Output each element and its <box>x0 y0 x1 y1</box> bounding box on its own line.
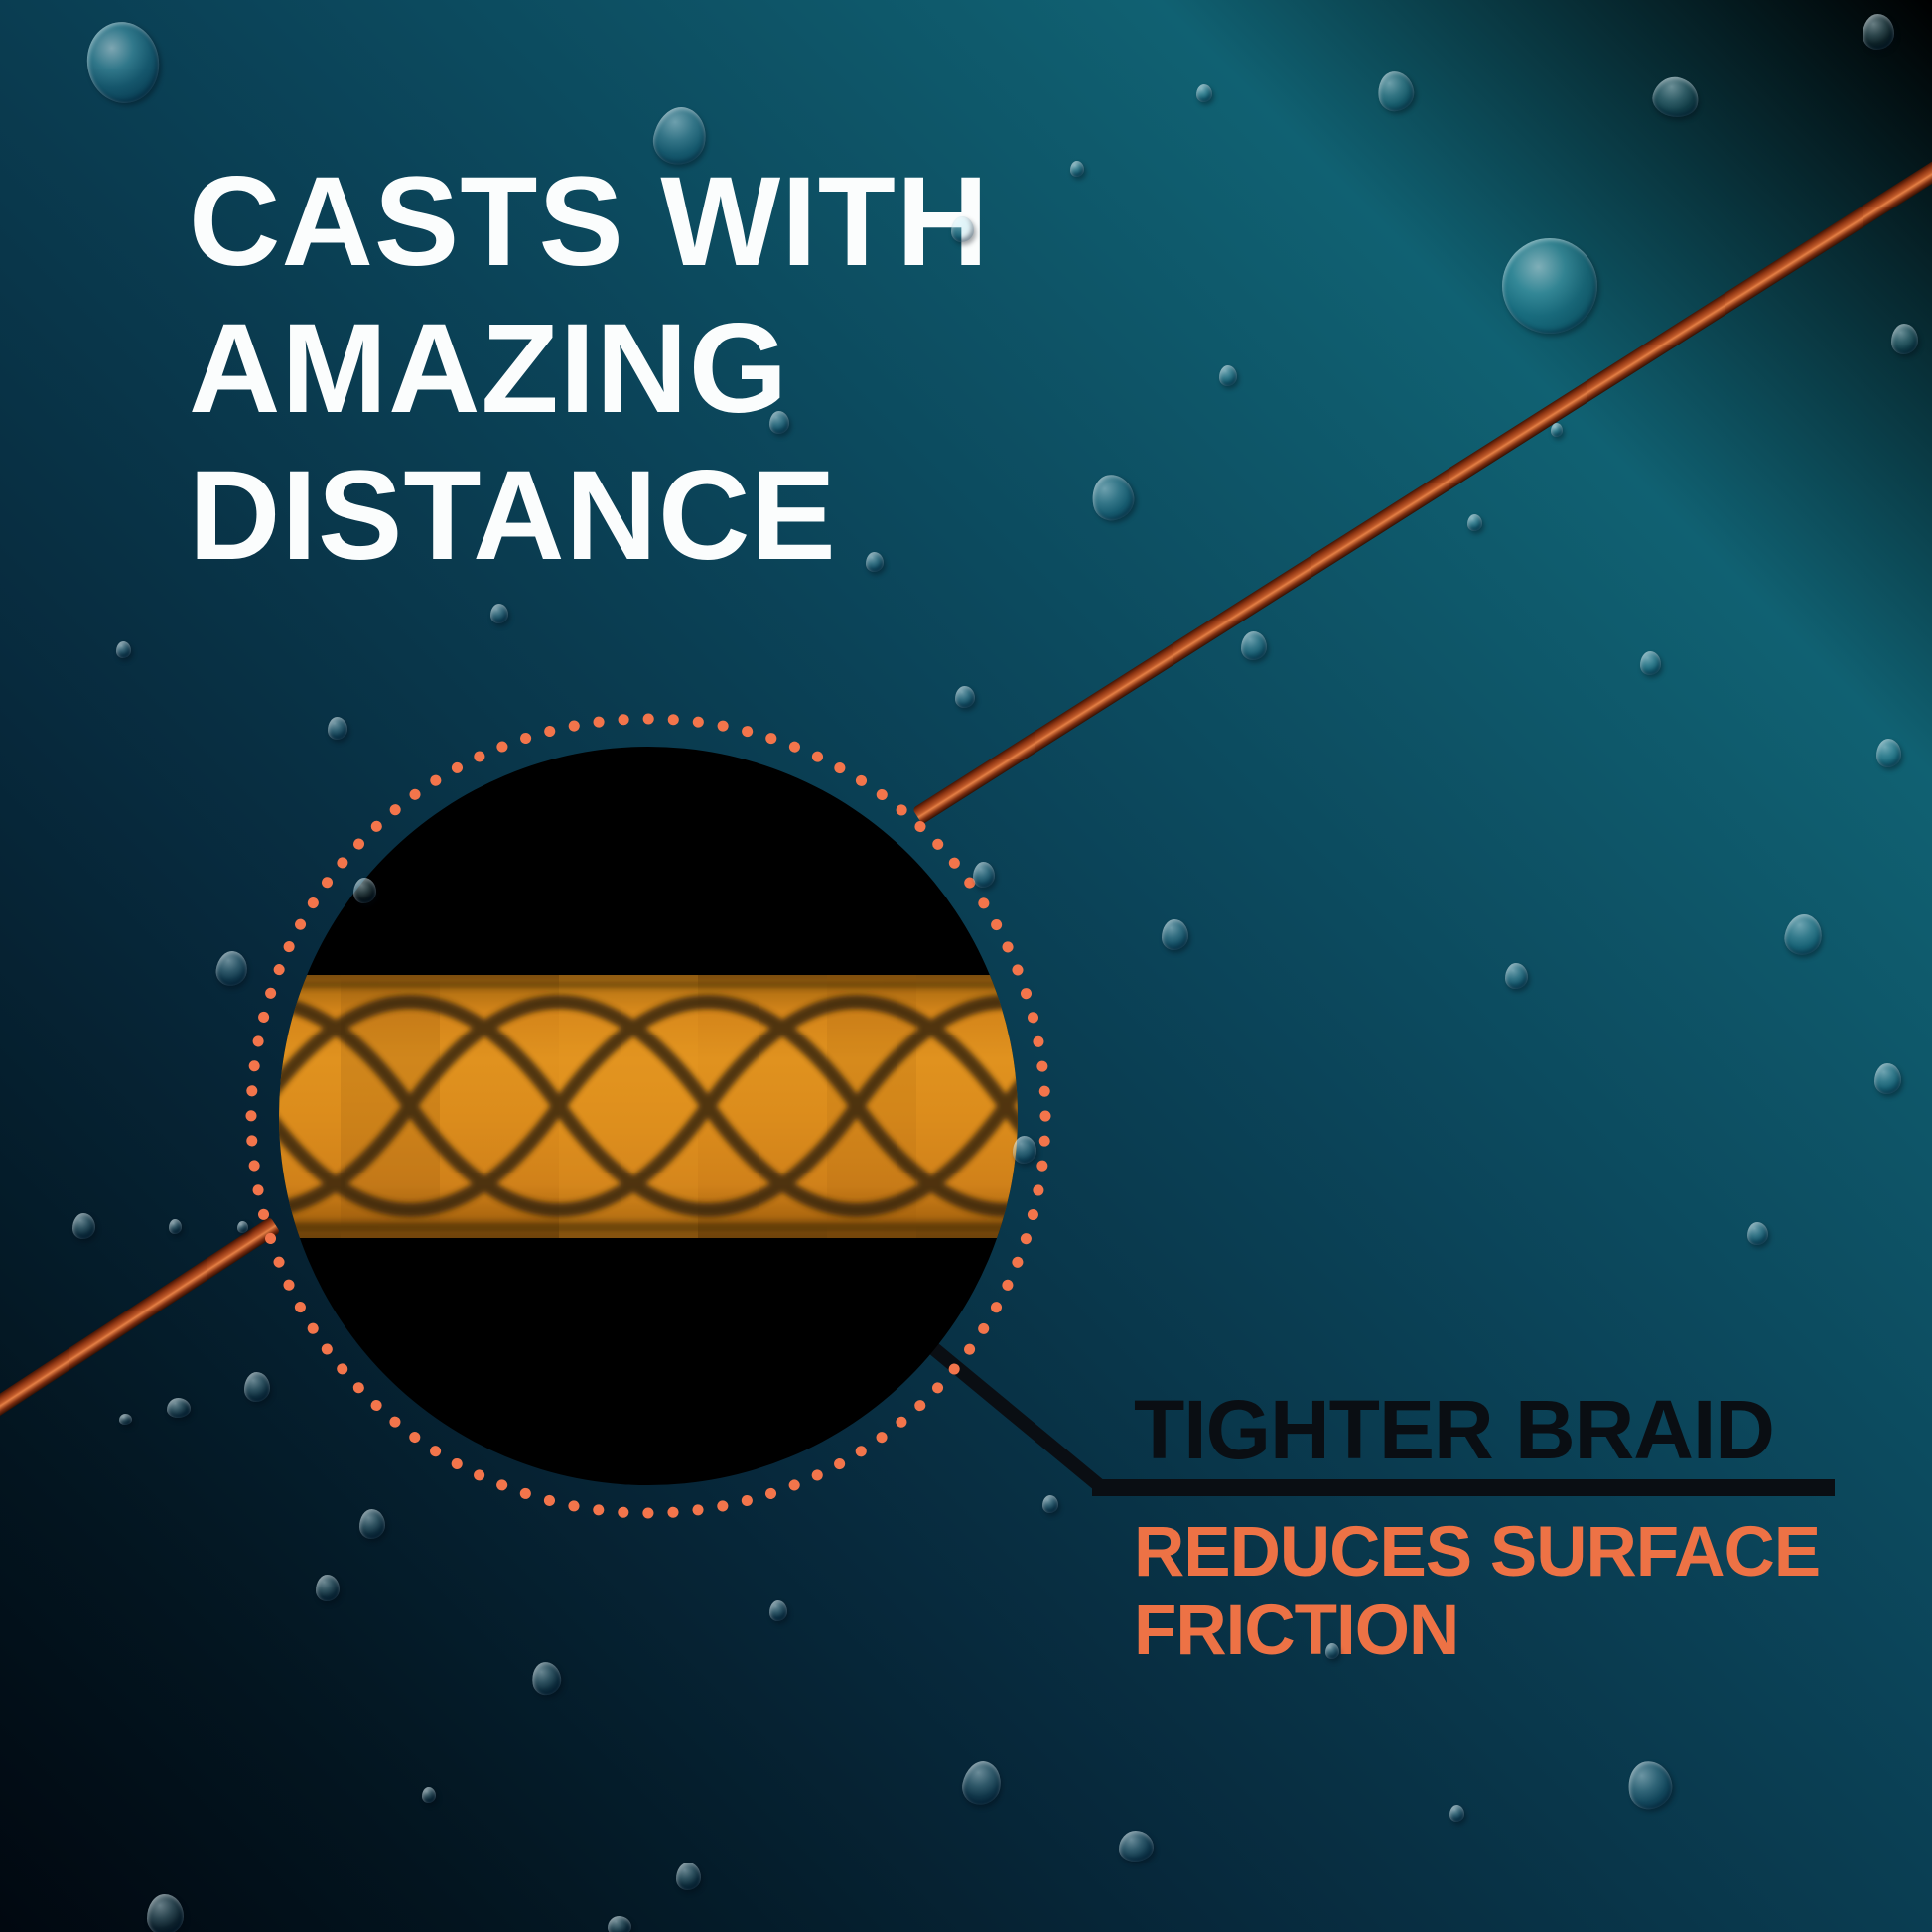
water-droplet <box>1747 1222 1768 1245</box>
water-droplet <box>422 1787 436 1803</box>
water-droplet <box>1863 14 1894 50</box>
water-droplet <box>1876 739 1901 767</box>
headline-line-1: CASTS WITH <box>189 151 990 293</box>
fishing-line-right-segment <box>911 143 1932 825</box>
water-droplet <box>1196 84 1212 102</box>
headline: CASTS WITH AMAZING DISTANCE <box>189 149 989 590</box>
water-droplet <box>608 1916 631 1932</box>
water-droplet <box>116 641 131 658</box>
water-droplet <box>1551 423 1563 437</box>
water-droplet <box>80 16 166 109</box>
water-droplet <box>1375 69 1417 114</box>
water-droplet <box>72 1213 95 1239</box>
callout-subtitle-line-2: FRICTION <box>1134 1591 1459 1670</box>
water-droplet <box>119 1414 132 1425</box>
callout-subtitle-line-1: REDUCES SURFACE <box>1134 1513 1821 1591</box>
headline-line-3: DISTANCE <box>189 445 837 587</box>
water-droplet <box>1467 514 1482 531</box>
water-droplet <box>676 1863 701 1890</box>
water-droplet <box>1874 1063 1901 1094</box>
water-droplet <box>316 1575 340 1601</box>
braid-band <box>279 975 1018 1238</box>
water-droplet <box>958 1757 1006 1809</box>
water-droplet <box>1070 161 1084 177</box>
water-droplet <box>1640 651 1661 675</box>
braid-texture <box>279 975 1018 1238</box>
water-droplet <box>1505 963 1528 989</box>
water-droplet <box>490 604 508 623</box>
water-droplet <box>1087 471 1139 524</box>
water-droplet <box>1502 238 1597 334</box>
water-droplet <box>147 1894 184 1932</box>
callout-title: TIGHTER BRAID <box>1134 1383 1775 1476</box>
water-droplet <box>1219 365 1237 386</box>
water-droplet <box>1241 631 1267 660</box>
water-droplet <box>1648 71 1704 123</box>
water-droplet <box>1119 1831 1154 1862</box>
water-droplet <box>167 1398 191 1418</box>
water-droplet <box>1449 1805 1464 1822</box>
callout-subtitle: REDUCES SURFACE FRICTION <box>1134 1513 1821 1670</box>
magnifier-circle <box>279 747 1018 1485</box>
water-droplet <box>1624 1757 1676 1813</box>
dotted-ring <box>245 713 1051 1519</box>
water-droplet <box>1162 919 1188 950</box>
headline-line-2: AMAZING <box>189 298 789 440</box>
water-droplet <box>769 1600 787 1621</box>
water-droplet <box>1781 911 1826 958</box>
water-droplet <box>169 1219 182 1234</box>
callout-line-horizontal <box>1092 1479 1835 1496</box>
water-droplet <box>1891 324 1918 354</box>
water-droplet <box>529 1660 564 1697</box>
